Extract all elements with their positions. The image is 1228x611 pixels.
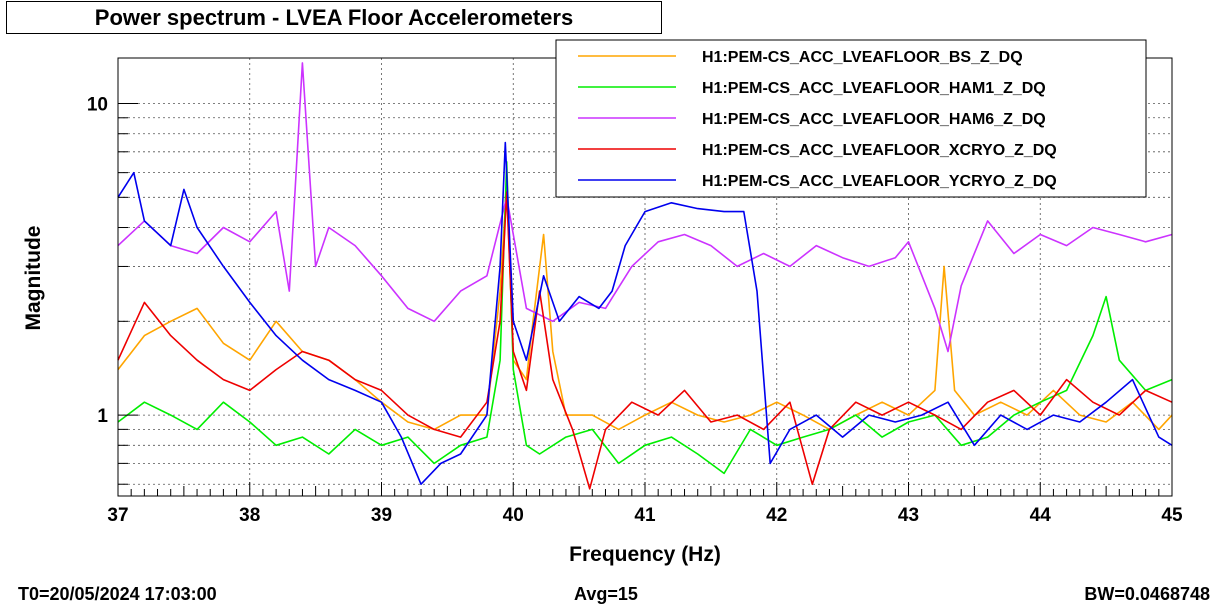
footer-bw: BW=0.0468748 <box>1084 584 1210 604</box>
title-box: Power spectrum - LVEA Floor Acceleromete… <box>6 1 662 34</box>
y-tick-label: 10 <box>87 95 108 116</box>
legend-label: H1:PEM-CS_ACC_LVEAFLOOR_XCRYO_Z_DQ <box>702 142 1057 159</box>
footer-avg: Avg=15 <box>574 584 638 604</box>
x-tick-label: 45 <box>1161 505 1183 526</box>
y-tick-label: 1 <box>97 406 108 427</box>
series-line-5 <box>117 141 1173 486</box>
chart-title: Power spectrum - LVEA Floor Acceleromete… <box>94 5 574 30</box>
x-tick-label: 44 <box>1030 505 1052 526</box>
x-tick-label: 38 <box>239 505 260 526</box>
legend-label: H1:PEM-CS_ACC_LVEAFLOOR_HAM6_Z_DQ <box>702 111 1046 128</box>
y-axis-label: Magnitude <box>22 226 45 331</box>
x-tick-label: 39 <box>371 505 392 526</box>
x-axis-label: Frequency (Hz) <box>569 543 721 566</box>
legend-label: H1:PEM-CS_ACC_LVEAFLOOR_YCRYO_Z_DQ <box>702 173 1057 190</box>
series-line-3 <box>117 62 1173 353</box>
series-line-4 <box>117 191 1173 490</box>
legend-label: H1:PEM-CS_ACC_LVEAFLOOR_HAM1_Z_DQ <box>702 80 1046 97</box>
legend: H1:PEM-CS_ACC_LVEAFLOOR_BS_Z_DQ H1:PEM-CS… <box>555 39 1147 198</box>
legend-label: H1:PEM-CS_ACC_LVEAFLOOR_BS_Z_DQ <box>702 49 1023 66</box>
axis-ticks: 37 38 39 40 41 42 43 44 45 1 10 <box>87 95 1183 526</box>
series-line-1 <box>117 183 1173 431</box>
x-tick-label: 43 <box>898 505 919 526</box>
series-layer <box>117 62 1173 490</box>
x-tick-label: 37 <box>107 505 128 526</box>
x-tick-label: 42 <box>766 505 787 526</box>
series-line-2 <box>117 161 1173 475</box>
x-tick-label: 41 <box>634 505 656 526</box>
footer-t0: T0=20/05/2024 17:03:00 <box>18 584 217 604</box>
x-tick-label: 40 <box>503 505 524 526</box>
